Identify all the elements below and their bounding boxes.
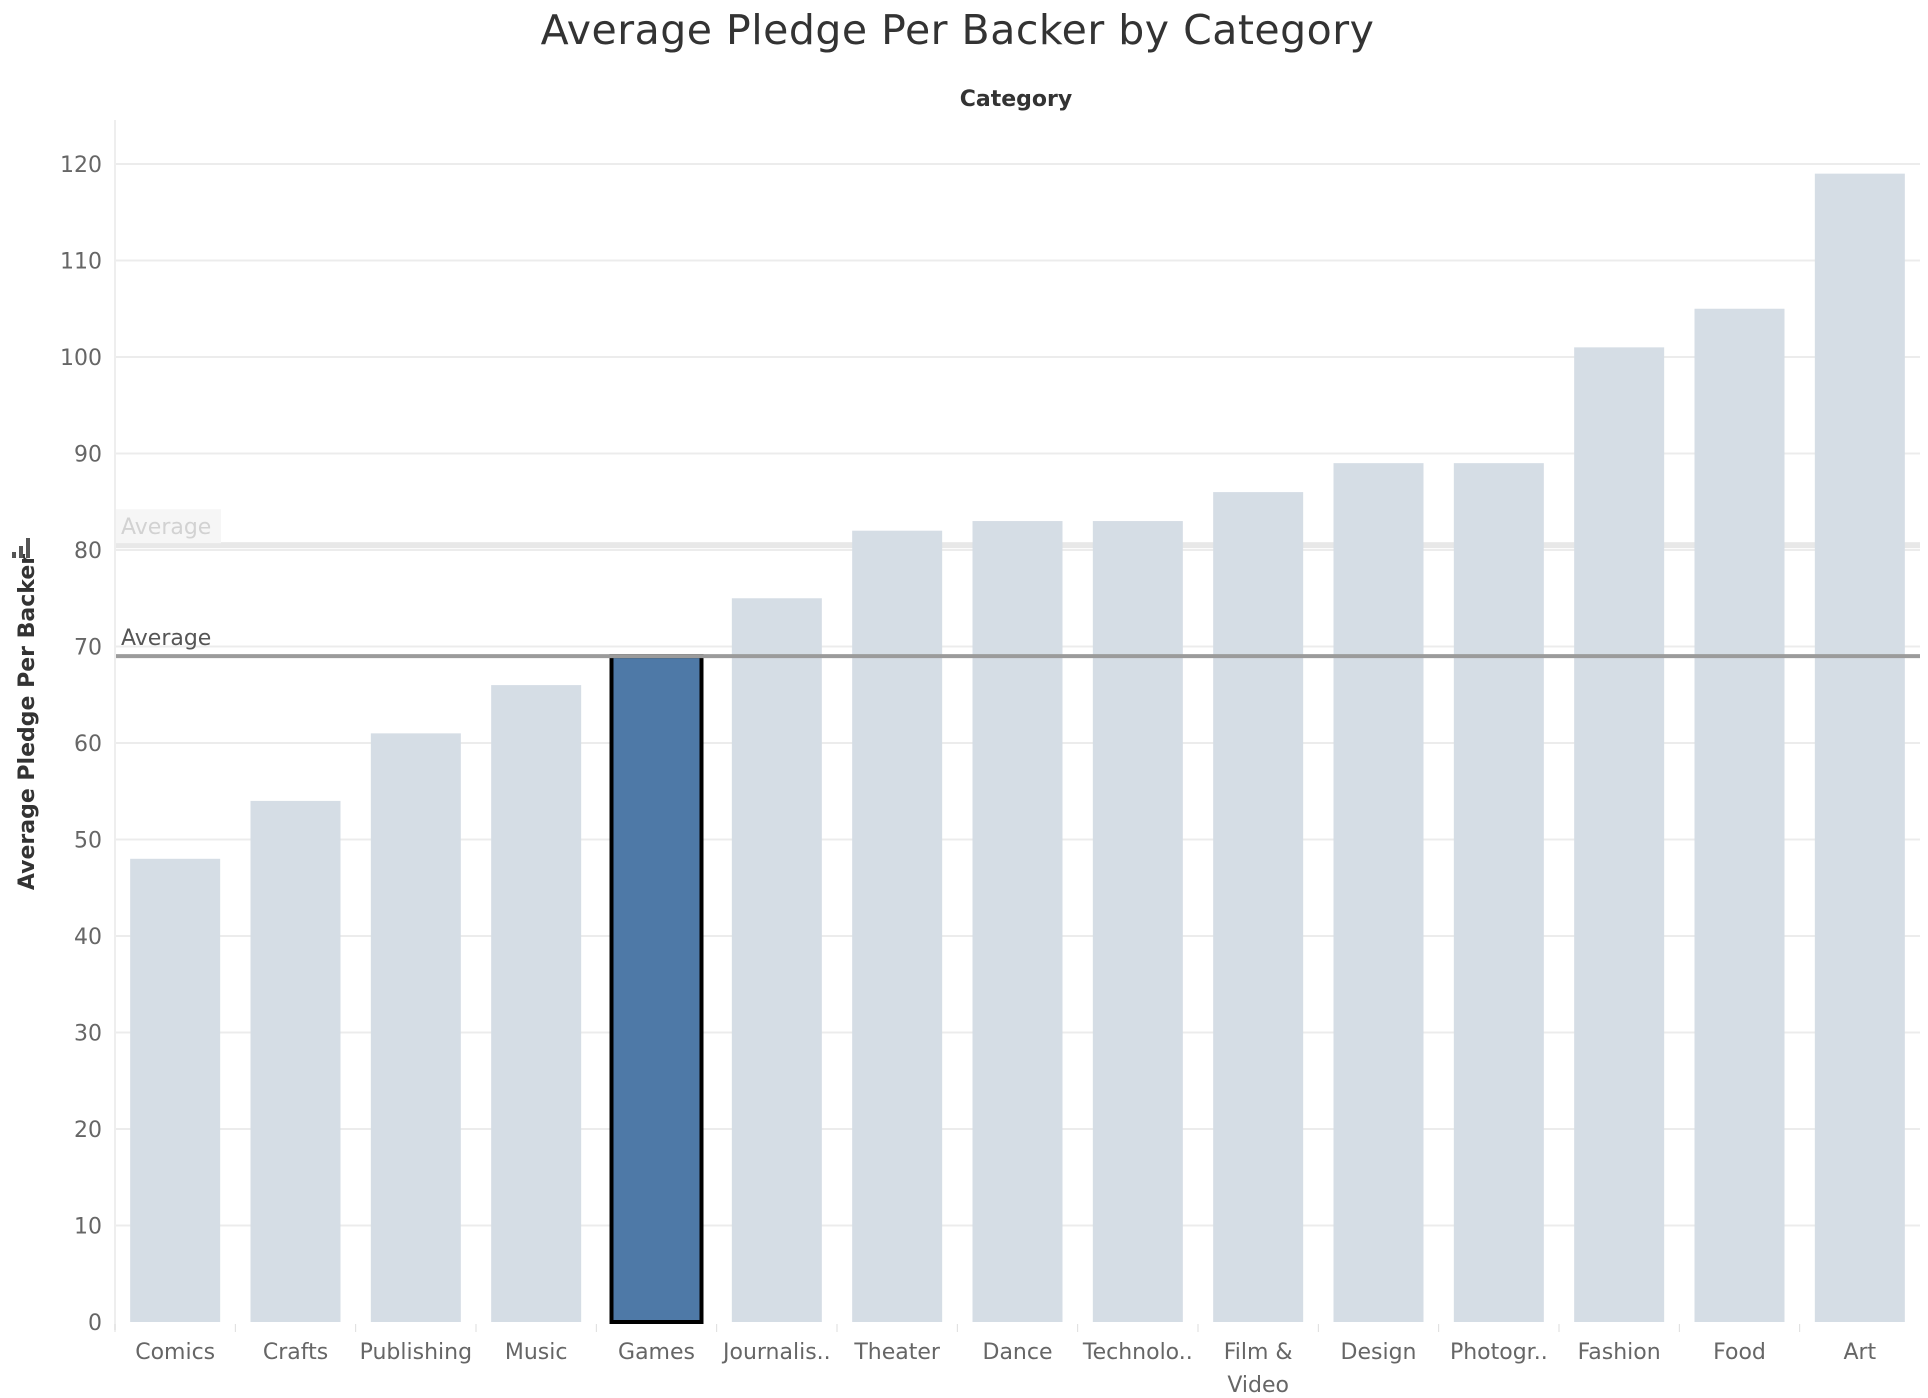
bar-theater[interactable] bbox=[852, 530, 943, 1322]
bars bbox=[130, 173, 1905, 1324]
bar-food[interactable] bbox=[1694, 308, 1785, 1322]
y-tick-label: 10 bbox=[74, 1215, 102, 1240]
x-tick-label: Journalis.. bbox=[721, 1340, 831, 1365]
bar-fashion[interactable] bbox=[1574, 347, 1665, 1323]
bar-dance[interactable] bbox=[972, 521, 1063, 1322]
y-tick-label: 30 bbox=[74, 1022, 102, 1047]
x-tick-label: Theater bbox=[853, 1340, 941, 1365]
y-tick-label: 100 bbox=[60, 346, 102, 371]
axes: 0 10 20 30 40 50 60 70 80 90 100 110 120 Comics Crafts… bbox=[60, 120, 1877, 1398]
reference-label-bg bbox=[115, 509, 221, 544]
bar-comics[interactable] bbox=[130, 858, 221, 1322]
y-tick-label: 110 bbox=[60, 250, 102, 275]
bar-art[interactable] bbox=[1814, 173, 1905, 1322]
bar-journalis[interactable] bbox=[731, 598, 822, 1322]
x-tick-label: Fashion bbox=[1578, 1340, 1661, 1365]
x-tick-label: Comics bbox=[135, 1340, 215, 1365]
bar-technolo[interactable] bbox=[1092, 521, 1183, 1322]
x-tick-label: Publishing bbox=[360, 1340, 472, 1365]
y-tick-label: 70 bbox=[74, 636, 102, 661]
y-tick-label: 50 bbox=[74, 829, 102, 854]
x-tick-label: Food bbox=[1713, 1340, 1766, 1365]
reference-lines: Average bbox=[115, 626, 1920, 659]
bar-photogr[interactable] bbox=[1453, 463, 1544, 1322]
bar-film-video[interactable] bbox=[1213, 492, 1304, 1323]
bar-crafts[interactable] bbox=[250, 800, 341, 1322]
x-tick-label: Music bbox=[505, 1340, 568, 1365]
x-tick-label: Design bbox=[1341, 1340, 1417, 1365]
y-tick-label: 40 bbox=[74, 925, 102, 950]
chart-title: Average Pledge Per Backer by Category bbox=[540, 6, 1375, 54]
y-tick-label: 60 bbox=[74, 732, 102, 757]
y-tick-label: 80 bbox=[74, 539, 102, 564]
y-tick-label: 90 bbox=[74, 443, 102, 468]
x-tick-label: Art bbox=[1843, 1340, 1876, 1365]
column-header: Category bbox=[960, 87, 1072, 112]
reference-label-average: Average bbox=[121, 626, 211, 651]
y-tick-label: 120 bbox=[60, 153, 102, 178]
x-tick-label: Dance bbox=[983, 1340, 1053, 1365]
bar-music[interactable] bbox=[491, 685, 582, 1322]
x-tick-label: Games bbox=[618, 1340, 695, 1365]
y-tick-label: 20 bbox=[74, 1118, 102, 1143]
x-tick-label: Film & Video bbox=[1224, 1340, 1293, 1398]
reference-label-faded: Average bbox=[121, 515, 211, 540]
y-axis-title: Average Pledge Per Backer bbox=[15, 554, 40, 890]
y-tick-label: 0 bbox=[88, 1311, 102, 1336]
x-tick-label: Crafts bbox=[263, 1340, 328, 1365]
x-tick-label: Photogr.. bbox=[1450, 1340, 1548, 1365]
bar-games[interactable] bbox=[609, 654, 704, 1324]
bar-publishing[interactable] bbox=[370, 733, 461, 1322]
bar-design[interactable] bbox=[1333, 463, 1424, 1322]
x-tick-label: Technolo.. bbox=[1082, 1340, 1193, 1365]
sort-descending-icon[interactable] bbox=[12, 538, 30, 558]
